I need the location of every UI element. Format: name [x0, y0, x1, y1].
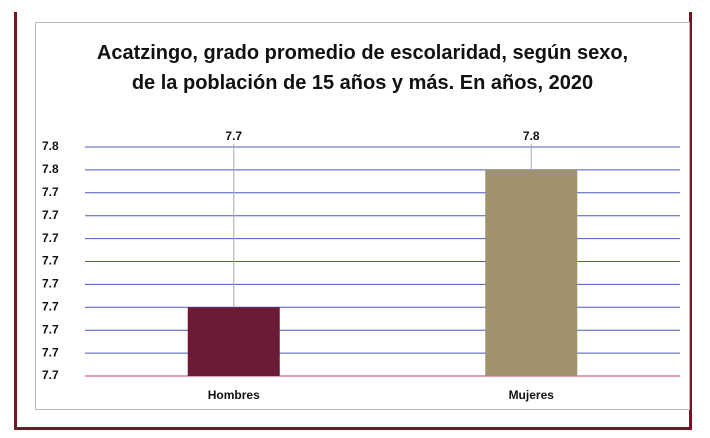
- y-tick-label: 7.7: [42, 368, 59, 382]
- y-tick-label: 7.7: [42, 277, 59, 291]
- y-tick-label: 7.7: [42, 299, 59, 313]
- y-tick-label: 7.7: [42, 231, 59, 245]
- frame: [14, 12, 692, 430]
- x-tick-label: Mujeres: [509, 388, 555, 402]
- y-tick-label: 7.8: [42, 139, 59, 153]
- y-tick-label: 7.7: [42, 185, 59, 199]
- data-label: 7.7: [225, 129, 242, 143]
- bar: [485, 169, 578, 376]
- data-label: 7.8: [523, 129, 540, 143]
- y-tick-label: 7.8: [42, 162, 59, 176]
- bar: [187, 307, 280, 376]
- y-tick-label: 7.7: [42, 345, 59, 359]
- x-tick-label: Hombres: [208, 388, 260, 402]
- y-tick-label: 7.7: [42, 254, 59, 268]
- chart-title: Acatzingo, grado promedio de escolaridad…: [96, 42, 629, 94]
- y-tick-label: 7.7: [42, 208, 59, 222]
- y-tick-label: 7.7: [42, 322, 59, 336]
